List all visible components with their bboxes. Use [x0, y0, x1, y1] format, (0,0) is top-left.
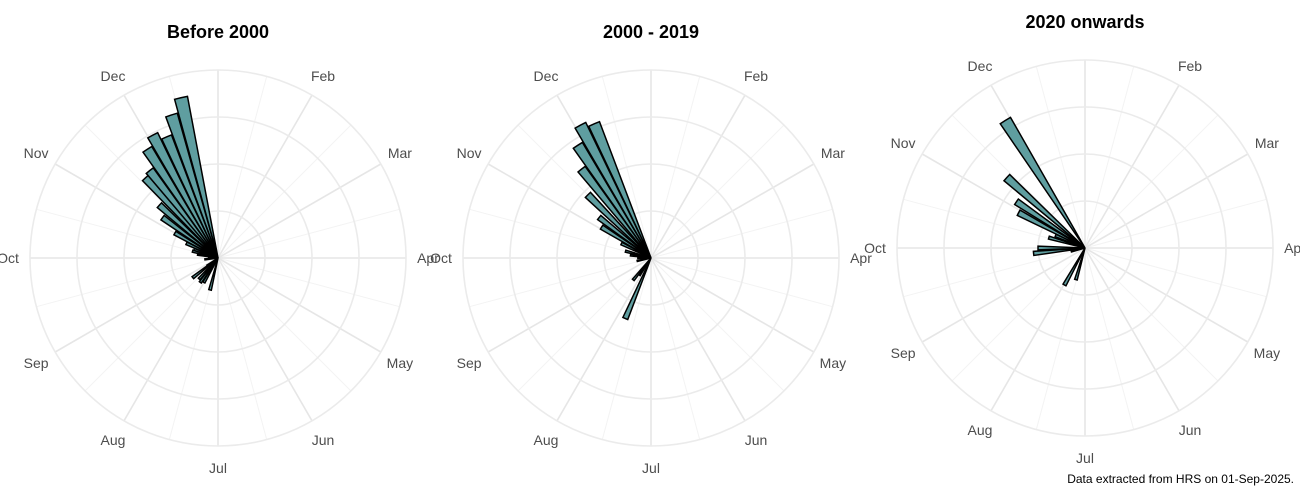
rose-bar	[145, 166, 219, 259]
month-label-jul: Jul	[209, 460, 227, 476]
month-label-aug: Aug	[101, 432, 126, 448]
panel-title-before-2000: Before 2000	[167, 22, 269, 42]
month-label-dec: Dec	[534, 68, 559, 84]
month-label-apr: Apr	[417, 250, 439, 266]
grid-ring	[170, 210, 266, 306]
panel-title-2020-onwards: 2020 onwards	[1025, 12, 1144, 32]
month-labels: Feb Mar Apr May Jun Jul Aug Sep Oct Nov Dec	[0, 68, 439, 476]
rose-bar	[631, 257, 652, 282]
month-label-feb: Feb	[744, 68, 768, 84]
rose-bar	[197, 257, 219, 281]
month-label-apr: Apr	[850, 250, 872, 266]
month-label-nov: Nov	[891, 135, 916, 151]
source-caption: Data extracted from HRS on 01-Sep-2025.	[1067, 472, 1294, 486]
rose-bar	[164, 112, 219, 259]
grid-ring	[462, 69, 840, 447]
month-label-may: May	[387, 355, 413, 371]
rose-bar	[1032, 247, 1086, 257]
month-label-may: May	[1254, 345, 1280, 361]
rose-bar	[621, 257, 652, 321]
rose-bar	[576, 165, 652, 259]
grid-ring	[29, 69, 407, 447]
grid-ring	[990, 153, 1180, 343]
grid-ring	[943, 106, 1227, 390]
rose-bar	[146, 131, 219, 259]
rose-bar	[596, 214, 652, 259]
rose-bar	[160, 133, 219, 259]
month-label-oct: Oct	[0, 250, 19, 266]
grid-ring	[123, 163, 313, 353]
month-label-mar: Mar	[388, 145, 412, 161]
month-label-may: May	[820, 355, 846, 371]
month-label-sep: Sep	[24, 355, 49, 371]
grid-ring	[556, 163, 746, 353]
rose-bar	[1013, 197, 1086, 249]
bars	[572, 120, 652, 321]
bars	[141, 95, 219, 292]
grid-ring	[76, 116, 360, 400]
month-label-jun: Jun	[745, 432, 768, 448]
month-label-mar: Mar	[1255, 135, 1279, 151]
rose-bar	[156, 201, 219, 259]
rose-bar	[624, 249, 652, 259]
month-label-oct: Oct	[430, 250, 452, 266]
month-label-jun: Jun	[1179, 422, 1202, 438]
rose-bar	[574, 121, 652, 259]
month-label-nov: Nov	[457, 145, 482, 161]
rose-bar	[1061, 247, 1086, 287]
rose-bar	[141, 145, 219, 259]
month-label-aug: Aug	[968, 422, 993, 438]
panel-title-2000-2019: 2000 - 2019	[603, 22, 699, 42]
month-labels: Feb Mar Apr May Jun Jul Aug Sep Oct Nov Dec	[864, 58, 1300, 466]
month-labels: Feb Mar Apr May Jun Jul Aug Sep Oct Nov Dec	[430, 68, 872, 476]
rose-bar	[207, 257, 219, 292]
grid-ring	[896, 59, 1274, 437]
bars	[999, 116, 1086, 287]
rose-bar	[584, 191, 652, 259]
rose-bar	[159, 214, 219, 259]
month-label-jul: Jul	[642, 460, 660, 476]
month-label-apr: Apr	[1284, 240, 1300, 256]
grid-ring	[509, 116, 793, 400]
month-label-jun: Jun	[312, 432, 335, 448]
month-label-aug: Aug	[534, 432, 559, 448]
rose-bar	[587, 120, 652, 259]
month-label-mar: Mar	[821, 145, 845, 161]
month-label-feb: Feb	[311, 68, 335, 84]
rose-bar	[1016, 209, 1086, 249]
grid-ring	[603, 210, 699, 306]
month-label-sep: Sep	[891, 345, 916, 361]
rose-bar	[1002, 173, 1086, 249]
rose-panel-2020-onwards: 2020 onwards Feb Mar Apr May Jun Jul Aug Sep Oct…	[864, 12, 1300, 466]
month-label-sep: Sep	[457, 355, 482, 371]
month-label-jul: Jul	[1076, 450, 1094, 466]
month-label-dec: Dec	[101, 68, 126, 84]
month-label-oct: Oct	[864, 240, 886, 256]
rose-bar	[173, 95, 219, 259]
rose-bar	[999, 116, 1086, 249]
rose-panel-2000-2019: 2000 - 2019 Feb Mar Apr May Jun Jul Aug Sep Oct N…	[430, 22, 872, 476]
month-label-feb: Feb	[1178, 58, 1202, 74]
rose-panel-before-2000: Before 2000 Feb Mar Apr May Jun Jul Aug Sep Oct N…	[0, 22, 439, 476]
rose-bar	[205, 257, 219, 268]
rose-bar	[1073, 247, 1086, 281]
rose-bar	[572, 141, 652, 259]
month-label-dec: Dec	[968, 58, 993, 74]
month-label-nov: Nov	[24, 145, 49, 161]
rose-bar	[1037, 245, 1086, 251]
